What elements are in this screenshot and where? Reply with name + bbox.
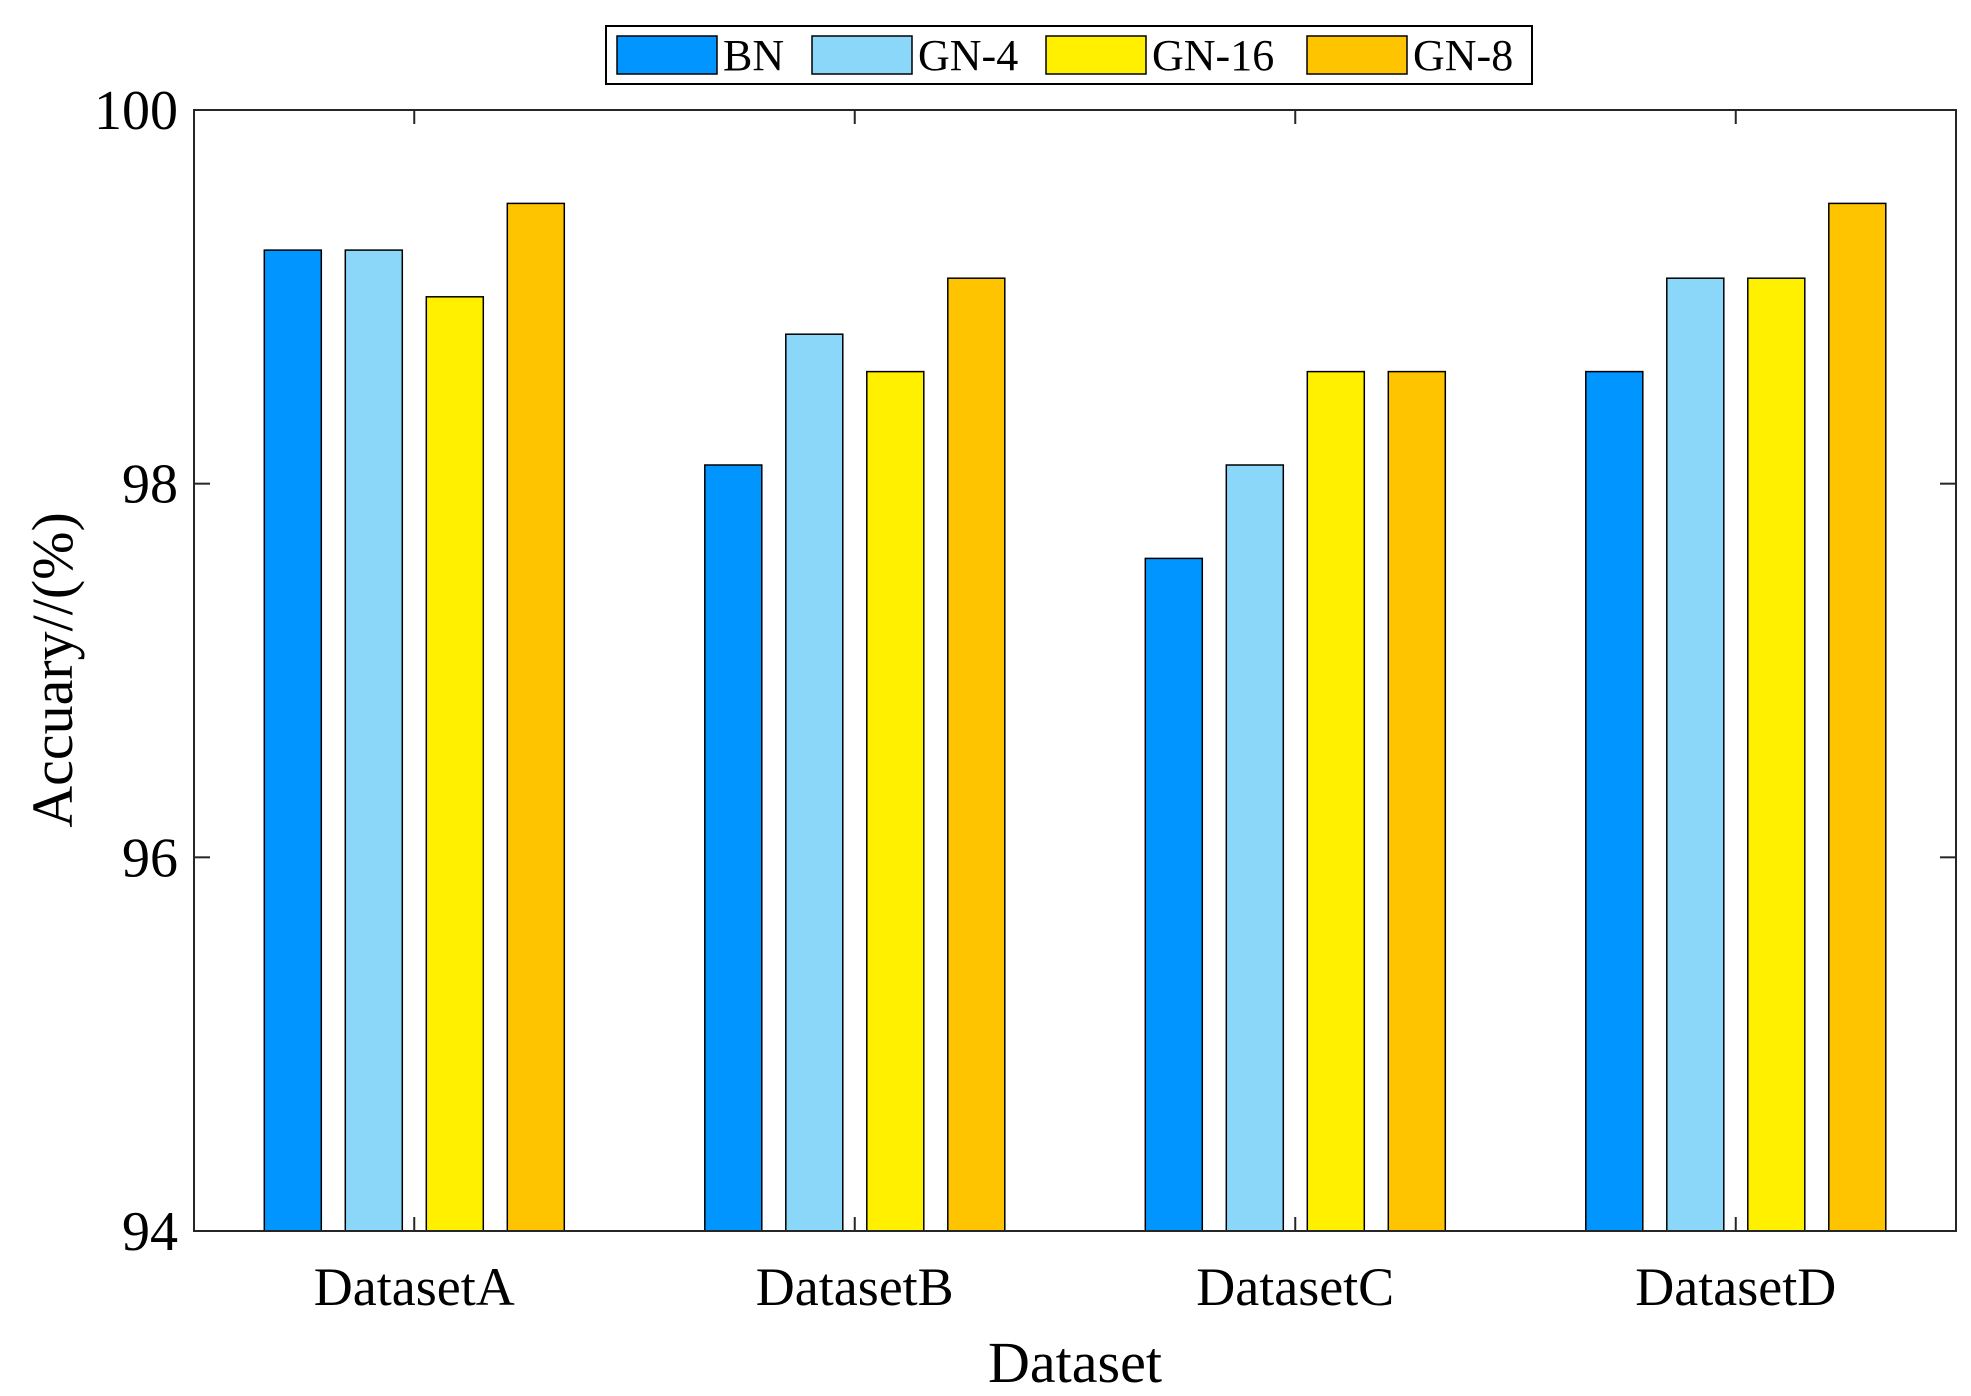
bar-gn-4-datasetd [1666,277,1725,1232]
bar-bn-datasetd [1585,370,1644,1232]
x-tick-label: DatasetB [756,1257,954,1317]
bar-gn-16-datasetb [866,370,925,1232]
bar-gn-8-datasetc [1387,370,1447,1232]
legend-label-gn-16: GN-16 [1152,31,1274,80]
bar-gn-16-datasetc [1306,370,1366,1232]
ticks-group: DatasetA DatasetB DatasetC DatasetD 94 96 98 10… [94,80,1956,1317]
legend-label-bn: BN [723,31,784,80]
x-axis-label: Dataset [988,1330,1162,1395]
x-tick-label: DatasetC [1196,1257,1394,1317]
y-tick-label: 94 [122,1201,178,1263]
legend-swatch-gn-16 [1045,35,1147,75]
legend-swatch-gn-4 [811,35,913,75]
bar-bn-datasetb [704,464,763,1232]
x-tick-label: DatasetA [314,1257,515,1317]
bar-bn-datasetc [1144,557,1204,1232]
bar-gn-16-dataseta [425,296,485,1232]
bar-gn-8-datasetb [947,277,1006,1232]
legend-swatch-bn [616,35,718,75]
legend-label-gn-8: GN-8 [1413,31,1513,80]
y-tick-label: 100 [94,80,178,142]
plot-frame [193,109,1957,1232]
bar-gn-4-dataseta [344,249,404,1232]
bar-gn-4-datasetb [785,333,844,1232]
bar-bn-dataseta [263,249,323,1232]
bar-gn-16-datasetd [1747,277,1806,1232]
bar-gn-8-dataseta [506,202,566,1232]
legend-label-gn-4: GN-4 [918,31,1018,80]
legend-swatch-gn-8 [1306,35,1408,75]
plot-area [194,110,1956,1231]
y-tick-label: 98 [122,454,178,516]
bar-gn-4-datasetc [1225,464,1285,1232]
bars-group [263,202,1887,1232]
x-tick-label: DatasetD [1635,1257,1836,1317]
y-tick-label: 96 [122,827,178,889]
bar-gn-8-datasetd [1828,202,1887,1232]
y-axis-label: Accuary//(%) [20,512,85,828]
legend: BN GN-4 GN-16 GN-8 [605,25,1533,85]
